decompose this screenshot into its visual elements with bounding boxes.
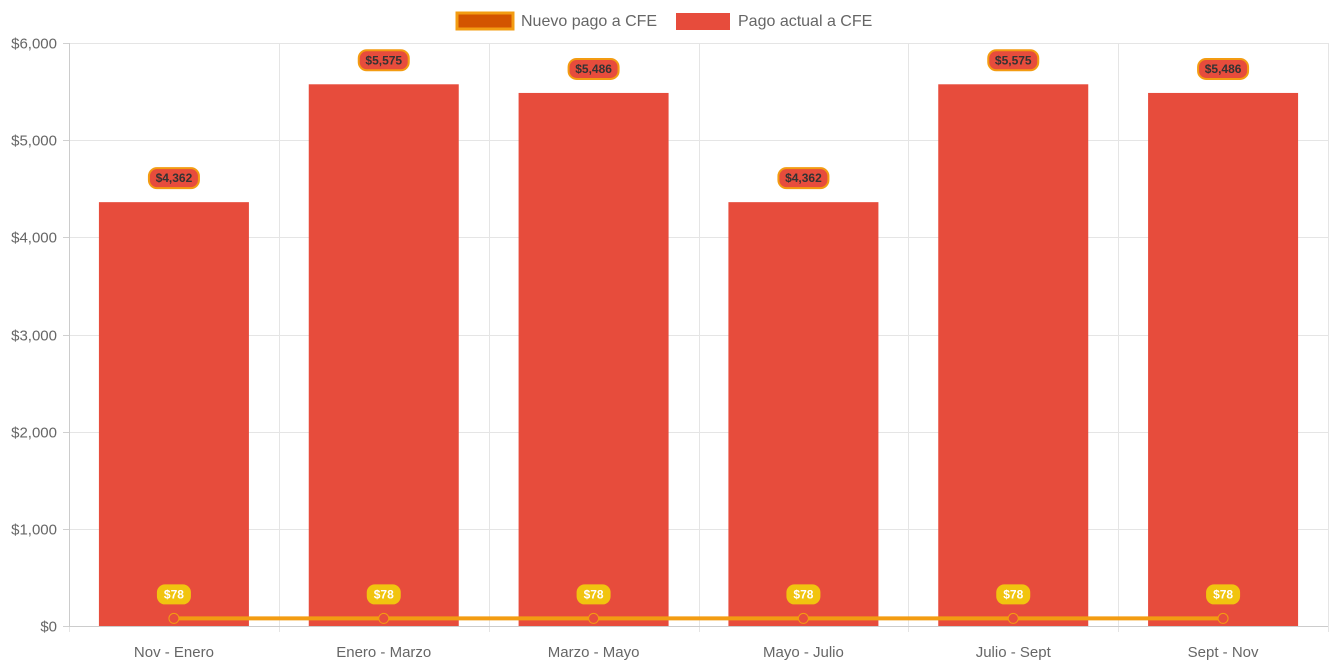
y-tick-label: $6,000 [11,36,57,53]
x-tick-label: Sept - Nov [1188,644,1259,661]
bar-value-label: $5,486 [575,62,612,76]
bar-value-label-bg [1197,57,1250,80]
grid [69,43,1329,632]
line-point [378,612,390,624]
bar-value-label-bg [777,167,830,190]
line-value-label-bg [996,584,1031,605]
y-tick-label: $4,000 [11,230,57,247]
bar [728,202,879,626]
data-labels: $4,362 $5,575 $5,486 $4,362 $5,575 $5,486 $78 $… [147,49,1250,605]
bar [518,92,669,626]
legend-label-pago-actual[interactable]: Pago actual a CFE [738,13,872,30]
y-tick-label: $3,000 [11,328,57,345]
line-value-label: $78 [374,587,394,601]
line-value-label-bg [576,584,611,605]
y-tick-label: $2,000 [11,425,57,442]
line-point [588,612,600,624]
bar-value-label-bg [987,49,1040,72]
legend-swatch-pago-actual [676,13,730,30]
bar [938,84,1089,626]
line-value-label-bg [786,584,821,605]
line-value-label: $78 [164,587,184,601]
bar-value-label-bg [147,167,200,190]
line-value-label-bg [1206,584,1241,605]
x-tick-label: Mayo - Julio [763,644,844,661]
bar-value-label: $5,486 [1205,62,1242,76]
x-tick-label: Enero - Marzo [336,644,431,661]
bar [98,202,249,626]
line-value-label-bg [366,584,401,605]
line-value-label: $78 [584,587,604,601]
bar-value-label: $5,575 [995,53,1032,67]
y-tick-label: $5,000 [11,133,57,150]
line-value-label-bg [156,584,191,605]
x-tick-label: Nov - Enero [134,644,214,661]
x-tick-label: Julio - Sept [976,644,1052,661]
line-value-label: $78 [793,587,813,601]
bar-value-label: $5,575 [365,53,402,67]
line-value-label: $78 [1213,587,1233,601]
line-point [1217,612,1229,624]
bar-value-label: $4,362 [785,171,822,185]
bar-value-label-bg [357,49,410,72]
bar [308,84,459,626]
bar [1148,92,1299,626]
line-point [1007,612,1019,624]
y-tick-label: $1,000 [11,522,57,539]
legend-label-nuevo-pago[interactable]: Nuevo pago a CFE [521,13,657,30]
legend: Nuevo pago a CFE Pago actual a CFE [455,11,872,31]
line-point [168,612,180,624]
axes: $0 $1,000 $2,000 $3,000 $4,000 $5,000 $6,000 No… [11,36,1328,661]
bar-value-label: $4,362 [156,171,193,185]
y-tick-label: $0 [40,619,57,636]
x-tick-label: Marzo - Mayo [548,644,640,661]
bar-series [98,84,1299,626]
line-value-label: $78 [1003,587,1023,601]
legend-swatch-nuevo-pago [455,11,515,31]
bar-value-label-bg [567,57,620,80]
line-point [797,612,809,624]
line-series [168,612,1229,624]
